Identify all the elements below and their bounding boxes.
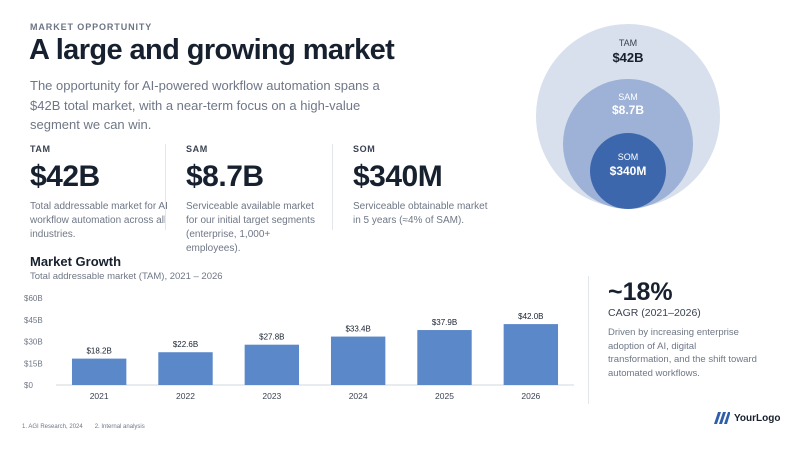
y-tick-label: $30B — [24, 338, 43, 347]
logo-stripe — [719, 412, 726, 424]
y-tick-label: $15B — [24, 359, 43, 368]
x-tick-label: 2022 — [176, 391, 195, 401]
logo-stripes-icon — [714, 412, 730, 424]
logo: YourLogo — [714, 412, 780, 424]
market-growth-bar-chart: $0 $15B $30B $45B $60B $18.2B 2021 $22.6B 2022 $2… — [24, 294, 574, 401]
metric-description: Total addressable market for AI workflow… — [30, 201, 168, 240]
metric-label: SOM — [353, 144, 376, 154]
tam-circle-value: $42B — [612, 50, 643, 65]
cagr-value: ~18% — [608, 278, 673, 306]
bar-data-label: $22.6B — [173, 340, 198, 349]
footnotes: 1. AGI Research, 2024 2. Internal analys… — [22, 424, 145, 430]
growth-title: Market Growth — [30, 254, 122, 269]
som-circle-value: $340M — [610, 164, 647, 178]
metric-som: SOM $340M Serviceable obtainable market … — [353, 144, 493, 228]
sam-circle-value: $8.7B — [612, 103, 644, 117]
eyebrow-label: MARKET OPPORTUNITY — [30, 22, 153, 32]
bar-data-label: $27.8B — [259, 333, 284, 342]
y-tick-label: $0 — [24, 381, 33, 390]
logo-stripe — [724, 412, 730, 424]
x-tick-label: 2025 — [435, 391, 454, 401]
page-subtitle: The opportunity for AI-powered workflow … — [30, 78, 380, 132]
metric-description: Serviceable obtainable market in 5 years… — [353, 201, 488, 226]
logo-text: YourLogo — [734, 412, 781, 424]
metric-divider — [332, 144, 333, 230]
bar-data-label: $37.9B — [432, 318, 457, 327]
sam-circle-label: SAM — [618, 92, 638, 102]
metric-divider — [165, 144, 166, 230]
metric-label: SAM — [186, 144, 208, 154]
y-tick-label: $60B — [24, 294, 43, 303]
metric-tam: TAM $42B Total addressable market for AI… — [30, 144, 170, 242]
bar — [417, 330, 472, 385]
cagr-description: Driven by increasing enterprise adoption… — [608, 327, 757, 379]
cagr-label: CAGR (2021–2026) — [608, 307, 701, 319]
som-circle — [590, 133, 666, 209]
metric-value: $340M — [353, 160, 443, 193]
x-tick-label: 2023 — [262, 391, 281, 401]
cagr-divider — [588, 276, 589, 404]
footnote: 1. AGI Research, 2024 — [22, 424, 83, 430]
metric-label: TAM — [30, 144, 51, 154]
page-title: A large and growing market — [29, 34, 395, 66]
bar-data-label: $42.0B — [518, 312, 543, 321]
metric-value: $42B — [30, 160, 100, 193]
bar — [244, 344, 300, 385]
logo-stripe — [714, 412, 721, 424]
bar — [71, 358, 127, 385]
metric-value: $8.7B — [186, 160, 264, 193]
bar-data-label: $18.2B — [86, 347, 111, 356]
x-tick-label: 2026 — [521, 391, 540, 401]
growth-subtitle: Total addressable market (TAM), 2021 – 2… — [30, 271, 223, 282]
bar — [330, 336, 386, 385]
metric-description: Serviceable available market for our ini… — [186, 201, 315, 254]
footnote: 2. Internal analysis — [94, 424, 145, 430]
x-tick-label: 2021 — [90, 391, 109, 401]
tam-circle-label: TAM — [619, 38, 637, 48]
bar — [158, 352, 213, 385]
bar-data-label: $33.4B — [345, 325, 370, 334]
bar — [503, 324, 559, 385]
x-tick-label: 2024 — [349, 391, 368, 401]
y-tick-label: $45B — [24, 316, 43, 325]
metric-sam: SAM $8.7B Serviceable available market f… — [186, 144, 326, 256]
som-circle-label: SOM — [618, 152, 639, 162]
tam-sam-som-diagram: TAM $42B SAM $8.7B SOM $340M — [536, 24, 720, 209]
